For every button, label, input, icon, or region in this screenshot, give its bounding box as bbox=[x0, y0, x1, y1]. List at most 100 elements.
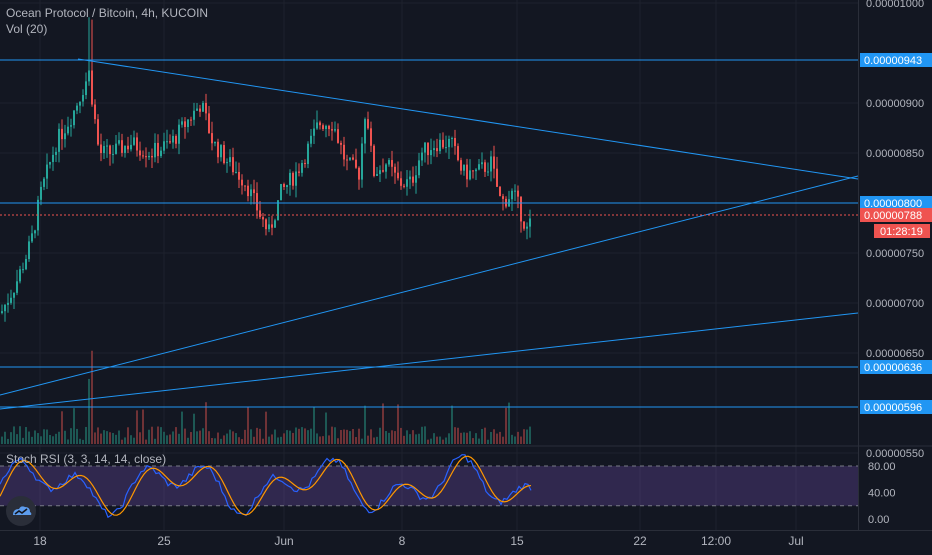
volume-bar bbox=[478, 438, 480, 444]
candle-body bbox=[328, 125, 330, 130]
candle-body bbox=[70, 125, 72, 127]
volume-bar bbox=[256, 427, 258, 444]
candle-body bbox=[118, 140, 120, 144]
candle-body bbox=[493, 156, 495, 169]
candle-body bbox=[76, 105, 78, 111]
volume-bar bbox=[127, 427, 129, 444]
volume-bar bbox=[187, 437, 189, 444]
candle-body bbox=[19, 269, 21, 282]
price-tick-3: 0.00000750 bbox=[866, 248, 924, 260]
candle-body bbox=[316, 122, 318, 129]
volume-bar bbox=[118, 430, 120, 444]
volume-bar bbox=[241, 439, 243, 444]
candle-body bbox=[169, 141, 171, 143]
candle-body bbox=[55, 151, 57, 155]
stoch-rsi-label: Stoch RSI (3, 3, 14, 14, close) bbox=[6, 452, 167, 466]
volume-bar bbox=[172, 431, 174, 444]
countdown-label: 01:28:19 bbox=[880, 226, 923, 238]
volume-bar bbox=[361, 438, 363, 444]
candle-body bbox=[325, 125, 327, 130]
candle-body bbox=[175, 135, 177, 144]
candle-body bbox=[496, 168, 498, 187]
volume-bar bbox=[277, 437, 279, 444]
volume-bar bbox=[4, 431, 6, 444]
volume-bar bbox=[370, 429, 372, 444]
candle-body bbox=[259, 210, 261, 218]
volume-bar bbox=[262, 438, 264, 444]
volume-bar bbox=[67, 439, 69, 444]
volume-bar bbox=[289, 430, 291, 444]
candle-body bbox=[301, 163, 303, 173]
volume-bar bbox=[448, 433, 450, 444]
candle-body bbox=[364, 119, 366, 144]
time-tick-0: 18 bbox=[33, 534, 47, 548]
volume-bar bbox=[49, 434, 51, 444]
volume-bar bbox=[76, 428, 78, 444]
price-tick-6: 0.00000550 bbox=[866, 448, 924, 460]
candle-body bbox=[34, 230, 36, 234]
time-tick-3: 8 bbox=[399, 534, 406, 548]
candle-body bbox=[352, 157, 354, 160]
candle-body bbox=[130, 144, 132, 150]
volume-bar bbox=[427, 439, 429, 444]
candle-body bbox=[349, 157, 351, 160]
time-tick-7: Jul bbox=[788, 534, 803, 548]
volume-bar bbox=[40, 436, 42, 444]
volume-bar bbox=[73, 408, 75, 444]
candle-body bbox=[481, 162, 483, 165]
candle-body bbox=[334, 129, 336, 131]
volume-bar bbox=[415, 434, 417, 444]
candle-body bbox=[412, 176, 414, 183]
volume-bar bbox=[388, 432, 390, 444]
level-label-bg-2 bbox=[860, 360, 932, 374]
candle-body bbox=[478, 164, 480, 170]
candle-body bbox=[460, 160, 462, 171]
candle-body bbox=[343, 144, 345, 160]
volume-bar bbox=[103, 430, 105, 444]
candle-body bbox=[523, 221, 525, 229]
volume-bar bbox=[472, 438, 474, 444]
volume-bar bbox=[502, 436, 504, 444]
candle-body bbox=[85, 81, 87, 96]
candle-body bbox=[112, 153, 114, 155]
candle-body bbox=[322, 125, 324, 130]
candle-body bbox=[13, 292, 15, 298]
candle-body bbox=[361, 143, 363, 180]
candle-body bbox=[91, 70, 93, 105]
candle-body bbox=[469, 170, 471, 180]
candle-body bbox=[196, 108, 198, 111]
price-tick-4: 0.00000700 bbox=[866, 298, 924, 310]
candle-body bbox=[28, 241, 30, 260]
volume-bar bbox=[430, 438, 432, 444]
volume-bar bbox=[196, 431, 198, 444]
volume-bar bbox=[346, 429, 348, 444]
candle-body bbox=[520, 196, 522, 222]
volume-bar bbox=[469, 431, 471, 444]
candle-body bbox=[262, 217, 264, 220]
time-tick-6: 12:00 bbox=[701, 534, 731, 548]
candle-body bbox=[64, 133, 66, 140]
candle-body bbox=[52, 154, 54, 163]
volume-bar bbox=[292, 432, 294, 444]
volume-bar bbox=[109, 432, 111, 444]
candle-body bbox=[268, 224, 270, 230]
candle-body bbox=[31, 233, 33, 242]
candle-body bbox=[280, 184, 282, 201]
volume-bars bbox=[1, 350, 531, 444]
time-tick-1: 25 bbox=[157, 534, 171, 548]
volume-bar bbox=[385, 431, 387, 444]
candle-body bbox=[382, 170, 384, 172]
volume-bar bbox=[169, 434, 171, 444]
candle-body bbox=[124, 145, 126, 153]
volume-bar bbox=[334, 427, 336, 444]
volume-bar bbox=[403, 435, 405, 444]
candle-body bbox=[304, 163, 306, 165]
stoch-tick-0: 80.00 bbox=[868, 461, 896, 473]
candle-body bbox=[436, 148, 438, 152]
volume-bar bbox=[10, 432, 12, 444]
candle-body bbox=[451, 138, 453, 140]
candle-body bbox=[100, 144, 102, 154]
volume-bar bbox=[376, 436, 378, 444]
